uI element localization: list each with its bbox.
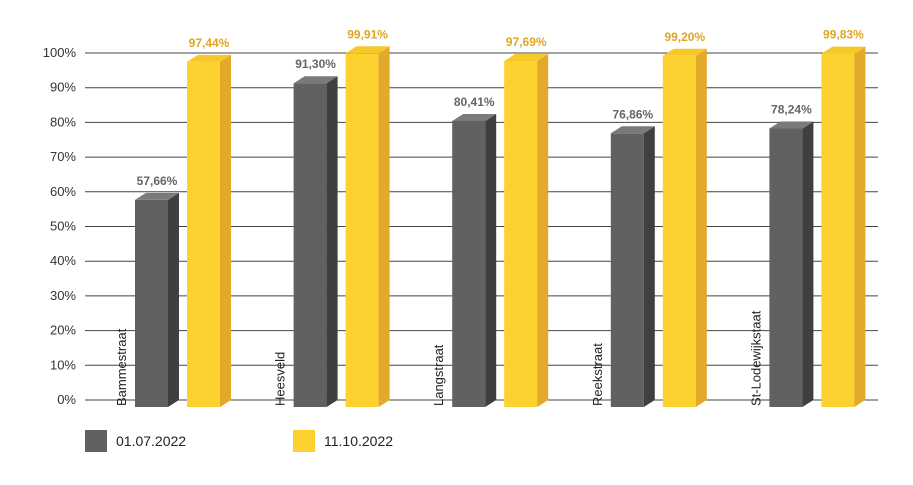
bar-front: [610, 133, 644, 407]
bar-side: [854, 46, 866, 407]
data-label: 99,91%: [347, 27, 388, 41]
data-label: 99,20%: [664, 30, 705, 44]
bar-front: [452, 120, 486, 408]
bar-side: [220, 54, 231, 407]
bar-top: [821, 46, 866, 54]
data-label: 97,69%: [506, 35, 547, 49]
bar-top: [187, 54, 231, 62]
y-tick-label: 70%: [50, 149, 76, 164]
bar-side: [168, 192, 179, 407]
bar-side: [378, 46, 390, 407]
category-label: Langstraat: [431, 344, 446, 406]
data-label: 80,41%: [454, 95, 495, 109]
data-label: 76,86%: [612, 107, 653, 121]
legend-label-series-2: 11.10.2022: [324, 433, 393, 449]
bar-1-1: [135, 192, 179, 407]
category-label: Heesveld: [273, 352, 288, 406]
bar-top: [345, 46, 390, 54]
bar-1-2: [293, 76, 338, 408]
bar-2-2: [345, 46, 390, 407]
bar-front: [504, 61, 538, 408]
y-tick-label: 50%: [50, 219, 76, 234]
data-label: 97,44%: [189, 36, 230, 50]
bar-top: [293, 76, 338, 84]
y-tick-label: 60%: [50, 184, 76, 199]
bar-front: [293, 83, 327, 408]
bar-side: [695, 48, 707, 407]
data-label: 57,66%: [137, 174, 178, 188]
y-tick-label: 40%: [50, 253, 76, 268]
y-tick-label: 10%: [50, 357, 76, 372]
bar-front: [187, 61, 220, 407]
category-labels: Bammestraat Heesveld Langstraat Reekstraat S…: [114, 310, 763, 406]
bar-top: [504, 54, 549, 62]
bar-1-3: [452, 113, 497, 408]
legend: 01.07.2022 11.10.2022: [85, 430, 393, 452]
bar-2-4: [662, 48, 707, 407]
legend-swatch-series-2: [293, 430, 315, 452]
category-label: Reekstraat: [590, 343, 605, 406]
bar-1-5: [769, 121, 814, 407]
bar-top: [769, 121, 814, 129]
y-axis: 0% 10% 20% 30% 40% 50% 60% 70% 80% 90% 100%: [43, 45, 77, 407]
data-label: 91,30%: [295, 57, 336, 71]
y-tick-label: 90%: [50, 80, 76, 95]
y-tick-label: 20%: [50, 323, 76, 338]
bar-2-5: [821, 46, 866, 407]
y-tick-label: 0%: [57, 392, 76, 407]
bar-side: [485, 113, 497, 408]
y-tick-label: 30%: [50, 288, 76, 303]
bar-2-3: [504, 54, 549, 408]
y-tick-label: 100%: [43, 45, 77, 60]
bar-front: [821, 53, 855, 407]
bar-top: [610, 126, 655, 134]
bar-top: [662, 48, 707, 56]
bar-front: [769, 128, 803, 407]
bar-1-4: [610, 126, 655, 407]
bar-side: [643, 126, 655, 407]
bar-side: [537, 54, 549, 408]
bar-side: [802, 121, 814, 407]
category-label: St-Lodewijkstaat: [748, 310, 763, 406]
category-label: Bammestraat: [114, 328, 129, 406]
bar-side: [326, 76, 338, 408]
bar-front: [345, 53, 379, 407]
legend-label-series-1: 01.07.2022: [116, 433, 186, 449]
data-label: 99,83%: [823, 28, 864, 42]
bar-2-1: [187, 54, 231, 407]
bar-top: [135, 192, 179, 200]
data-label: 78,24%: [771, 103, 812, 117]
bar-top: [452, 113, 497, 121]
bars: 57,66% 97,44% 91,30% 99,91% 80,41% 97,69% 76,8…: [135, 27, 866, 408]
y-tick-label: 80%: [50, 114, 76, 129]
legend-swatch-series-1: [85, 430, 107, 452]
bar-front: [135, 199, 168, 407]
bar-front: [662, 55, 696, 407]
